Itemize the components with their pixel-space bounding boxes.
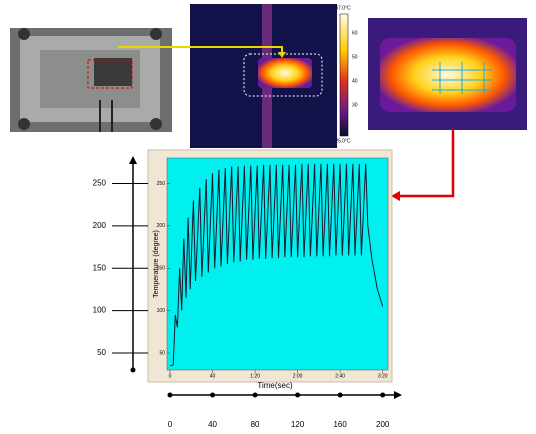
x-tick (253, 393, 258, 398)
y-tick-label: 150 (93, 263, 107, 272)
colorbar-label: 67.0°C (335, 5, 351, 11)
x-tick (210, 393, 215, 398)
colorbar-label: 60 (352, 30, 358, 36)
y-tick-label: 200 (93, 221, 107, 230)
inner-x-tick-label: 2:00 (293, 373, 303, 379)
mold-photo (10, 28, 172, 132)
inner-x-tick-label: 3:20 (378, 373, 388, 379)
colorbar-label: 25.0°C (335, 138, 351, 144)
inner-y-tick-label: 150 (157, 266, 166, 272)
x-axis-label: Time(sec) (257, 381, 293, 390)
x-tick-label: 160 (333, 420, 347, 429)
x-tick-label: 80 (251, 420, 260, 429)
thermal-image (190, 4, 360, 148)
axis-dot (131, 368, 136, 373)
inner-y-tick-label: 100 (157, 308, 166, 314)
axis-arrow (129, 156, 137, 164)
colorbar-label: 30 (352, 102, 358, 108)
y-tick-label: 100 (93, 306, 107, 315)
colorbar-label: 40 (352, 78, 358, 84)
x-tick (380, 393, 385, 398)
figure: Temperature (degree) Time(sec) 67.0°C 60 5… (0, 0, 536, 434)
thermal-image-zoom (368, 18, 527, 130)
x-tick (295, 393, 300, 398)
x-tick-label: 40 (208, 420, 217, 429)
colorbar-label: 50 (352, 54, 358, 60)
y-axis-label: Temperature (degree) (153, 230, 160, 298)
inner-x-tick-label: 0 (169, 373, 172, 379)
y-tick-label: 50 (97, 348, 106, 357)
inner-x-tick-label: 2:40 (335, 373, 345, 379)
x-tick (338, 393, 343, 398)
x-tick-label: 120 (291, 420, 305, 429)
axis-arrow (394, 391, 402, 399)
inner-y-tick-label: 50 (159, 350, 165, 356)
x-tick-label: 200 (376, 420, 390, 429)
y-tick-label: 250 (93, 179, 107, 188)
inner-x-tick-label: 40 (210, 373, 216, 379)
inner-y-tick-label: 200 (157, 223, 166, 229)
x-tick (168, 393, 173, 398)
inner-x-tick-label: 1:20 (250, 373, 260, 379)
x-tick-label: 0 (168, 420, 173, 429)
inner-y-tick-label: 250 (157, 181, 166, 187)
